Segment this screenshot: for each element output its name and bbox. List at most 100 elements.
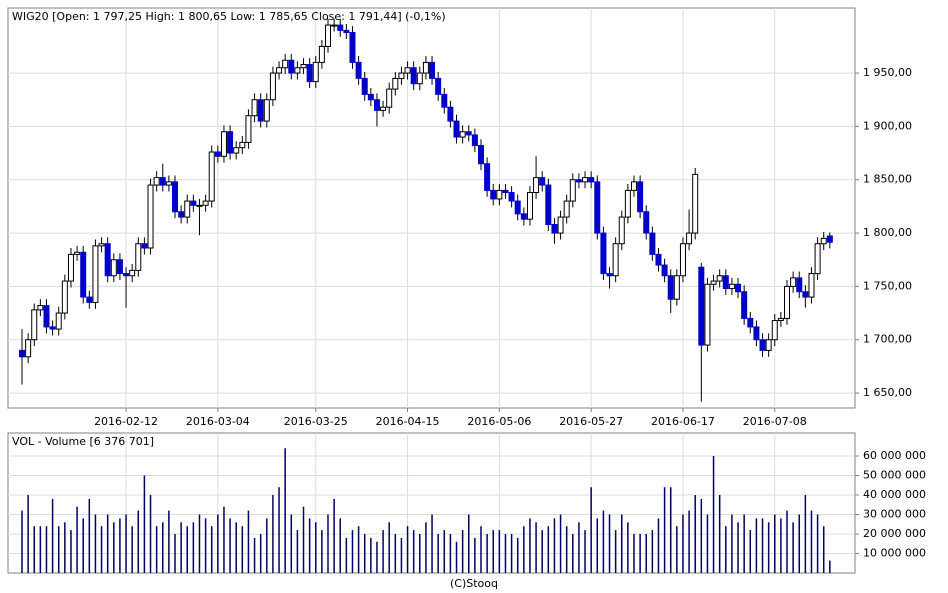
candle-body xyxy=(49,326,56,330)
y-tick-label: 40 000 000 xyxy=(863,488,926,501)
volume-bar xyxy=(174,534,176,573)
candle-body xyxy=(410,67,417,85)
candle-body xyxy=(386,88,393,108)
candle-body xyxy=(31,309,38,341)
volume-bar xyxy=(394,534,397,573)
candle-body xyxy=(612,243,619,277)
y-tick-label: 1 900,00 xyxy=(863,119,912,132)
volume-bar xyxy=(370,537,372,573)
candle-body xyxy=(484,163,491,191)
volume-bar xyxy=(33,526,35,573)
candle-body xyxy=(312,61,319,83)
volume-bar xyxy=(486,534,488,573)
volume-bar xyxy=(70,530,72,573)
volume-bar xyxy=(669,487,672,573)
volume-bar xyxy=(786,510,788,573)
volume-bar xyxy=(137,510,140,573)
candle-body xyxy=(325,24,331,47)
candle-body xyxy=(539,177,546,186)
volume-bar xyxy=(780,518,782,573)
candle-body xyxy=(814,243,821,275)
volume-bar xyxy=(621,514,623,573)
candle-body xyxy=(692,173,699,234)
candle-body xyxy=(808,273,815,298)
volume-bar xyxy=(792,522,794,573)
volume-bar xyxy=(266,518,268,573)
candle-body xyxy=(790,277,797,287)
volume-bar xyxy=(663,487,666,573)
volume-bar xyxy=(639,534,641,573)
volume-bar xyxy=(755,518,758,573)
candle-body xyxy=(74,251,81,255)
candle-body xyxy=(802,291,809,298)
volume-bar xyxy=(737,522,739,573)
x-tick-label: 2016-07-08 xyxy=(743,415,807,428)
candle-body xyxy=(43,305,50,328)
candle-body xyxy=(679,243,686,277)
volume-bar xyxy=(357,526,360,573)
candle-body xyxy=(80,251,87,298)
candle-body xyxy=(582,177,589,183)
candle-body xyxy=(722,275,729,290)
candle-body xyxy=(759,339,766,351)
volume-bar xyxy=(223,506,225,573)
candle-body xyxy=(624,189,631,218)
candle-body xyxy=(337,24,344,31)
candle-body xyxy=(123,273,130,277)
candle-body xyxy=(765,339,772,351)
y-tick-label: 10 000 000 xyxy=(863,547,926,560)
volume-bar xyxy=(406,526,409,573)
volume-bar xyxy=(694,495,696,573)
volume-bar xyxy=(816,514,819,573)
candle-body xyxy=(588,177,595,183)
candle-body xyxy=(392,77,399,90)
x-tick-label: 2016-03-25 xyxy=(284,415,348,428)
volume-bar xyxy=(64,522,66,573)
candle-body xyxy=(526,192,533,220)
candle-body xyxy=(533,177,540,194)
volume-bar xyxy=(443,530,446,573)
x-tick-label: 2016-03-04 xyxy=(186,415,250,428)
candle-body xyxy=(214,151,221,157)
volume-bar xyxy=(94,514,97,573)
volume-bar xyxy=(498,530,501,573)
candle-body xyxy=(459,131,466,138)
candle-body xyxy=(551,224,558,234)
volume-bar xyxy=(259,534,262,573)
plot-layer: 2016-02-12 2016-03-04 2016-03-25 2016-04-15… xyxy=(8,8,926,573)
volume-bar xyxy=(822,526,825,573)
candle-body xyxy=(667,275,674,300)
candle-body xyxy=(545,184,552,226)
volume-bar xyxy=(523,526,525,573)
volume-bar xyxy=(308,518,311,573)
volume-bar xyxy=(608,514,611,573)
volume-bar xyxy=(565,526,568,573)
candle-body xyxy=(569,179,576,202)
candle-body xyxy=(784,285,790,319)
volume-bar xyxy=(21,510,23,573)
volume-bar xyxy=(400,537,403,573)
candle-body xyxy=(233,147,240,154)
volume-bar xyxy=(57,526,60,573)
volume-bar xyxy=(431,514,433,573)
candle-body xyxy=(172,181,178,213)
candle-body xyxy=(594,181,601,234)
volume-bar xyxy=(468,514,470,573)
candle-body xyxy=(661,264,668,277)
candle-body xyxy=(98,243,105,247)
candle-body xyxy=(435,77,442,95)
candle-body xyxy=(404,67,411,74)
volume-bar xyxy=(327,514,329,573)
candle-body xyxy=(600,232,607,275)
candle-body xyxy=(294,67,301,74)
candle-body xyxy=(367,93,374,101)
candle-body xyxy=(19,349,25,358)
candle-body xyxy=(257,99,264,122)
candle-body xyxy=(110,259,117,277)
volume-bar xyxy=(633,534,635,573)
footer: (C)Stooq xyxy=(450,577,498,590)
volume-bar xyxy=(510,534,513,573)
candle-body xyxy=(276,67,283,74)
volume-bar xyxy=(192,522,195,573)
candle-body xyxy=(349,32,356,63)
